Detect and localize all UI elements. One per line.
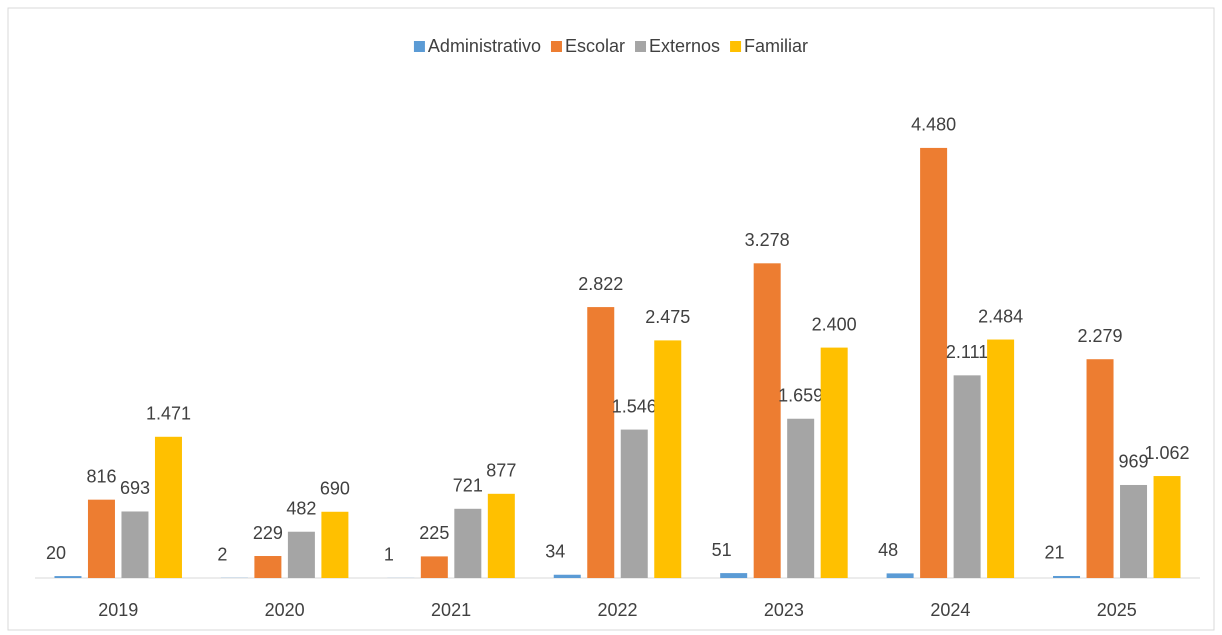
bar <box>587 307 615 578</box>
data-label: 225 <box>419 523 449 543</box>
legend-swatch <box>550 41 562 52</box>
legend-label: Familiar <box>744 36 808 56</box>
bar <box>321 511 349 578</box>
x-tick-label: 2022 <box>597 600 637 620</box>
data-label: 2 <box>217 545 227 565</box>
bar <box>953 375 981 578</box>
data-label: 721 <box>453 476 483 496</box>
x-tick-label: 2024 <box>930 600 970 620</box>
data-label: 34 <box>545 541 565 561</box>
data-label: 4.480 <box>911 115 956 135</box>
bar <box>820 347 848 578</box>
data-label: 1.659 <box>778 385 823 405</box>
bar <box>787 418 815 578</box>
bar <box>454 508 482 578</box>
bar <box>87 499 115 578</box>
bar <box>121 511 149 578</box>
bar <box>987 339 1015 578</box>
bar <box>487 493 515 578</box>
bar <box>1086 359 1114 578</box>
bar <box>620 429 648 578</box>
data-label: 816 <box>86 466 116 486</box>
legend-label: Administrativo <box>428 36 541 56</box>
x-tick-label: 2019 <box>98 600 138 620</box>
legend-swatch <box>635 41 647 52</box>
legend-label: Externos <box>649 36 720 56</box>
bar <box>720 573 748 578</box>
x-tick-label: 2021 <box>431 600 471 620</box>
bar <box>753 263 781 578</box>
data-label: 2.822 <box>578 274 623 294</box>
bar <box>886 573 914 578</box>
data-label: 51 <box>712 540 732 560</box>
data-label: 2.400 <box>812 314 857 334</box>
bar <box>1120 484 1148 578</box>
data-label: 229 <box>253 523 283 543</box>
data-label: 1 <box>384 545 394 565</box>
data-label: 2.111 <box>946 342 988 362</box>
data-label: 1.546 <box>612 396 657 416</box>
bar <box>420 556 448 578</box>
data-label: 693 <box>120 478 150 498</box>
data-label: 2.475 <box>645 307 690 327</box>
data-label: 20 <box>46 543 66 563</box>
x-tick-label: 2023 <box>764 600 804 620</box>
x-tick-label: 2025 <box>1097 600 1137 620</box>
data-label: 482 <box>286 498 316 518</box>
bar <box>1053 575 1081 578</box>
legend-label: Escolar <box>565 36 625 56</box>
legend-swatch <box>730 41 742 52</box>
data-label: 1.062 <box>1145 443 1190 463</box>
data-label: 690 <box>320 479 350 499</box>
bar <box>287 531 315 578</box>
data-label: 969 <box>1119 452 1149 472</box>
data-label: 48 <box>878 540 898 560</box>
bar <box>254 556 282 578</box>
data-label: 877 <box>486 461 516 481</box>
data-label: 1.471 <box>146 404 191 424</box>
data-label: 21 <box>1045 543 1065 563</box>
bar <box>553 574 581 578</box>
data-label: 3.278 <box>745 230 790 250</box>
bar <box>1153 476 1181 578</box>
bar <box>920 147 948 579</box>
bar <box>154 436 182 578</box>
data-label: 2.279 <box>1078 326 1123 346</box>
bar <box>654 340 682 578</box>
bar <box>54 576 82 578</box>
x-tick-label: 2020 <box>265 600 305 620</box>
data-label: 2.484 <box>978 306 1023 326</box>
legend-swatch <box>413 41 425 52</box>
